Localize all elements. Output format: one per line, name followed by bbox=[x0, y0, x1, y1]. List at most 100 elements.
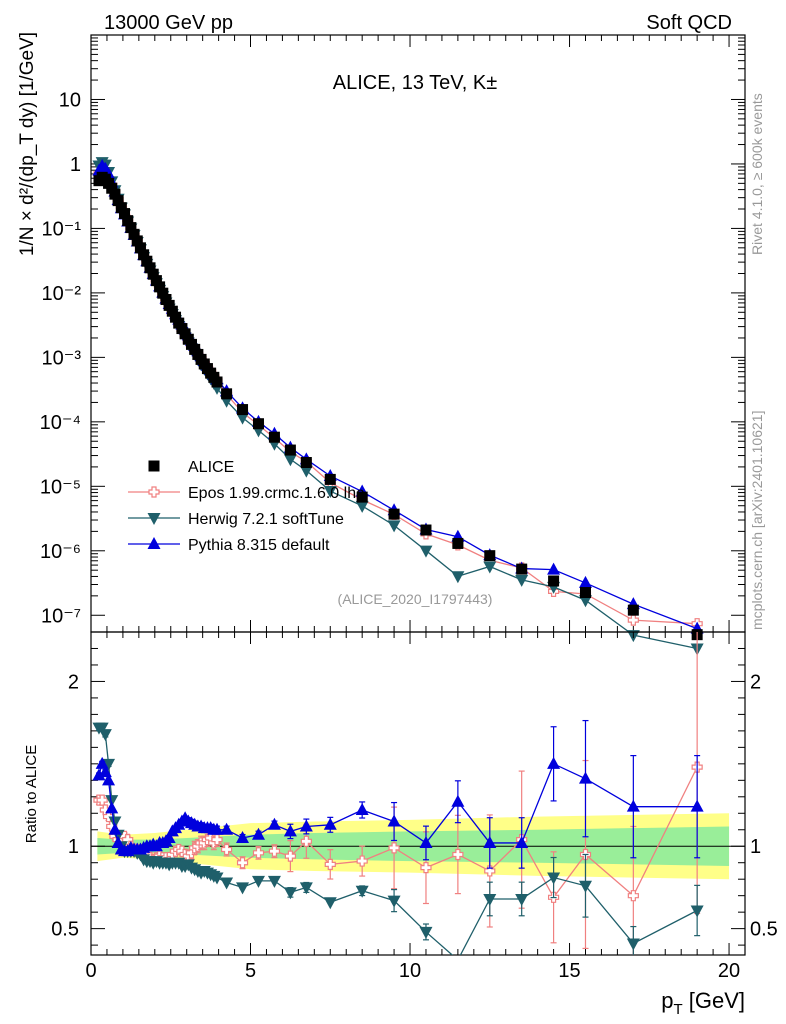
epos-ratio-point bbox=[452, 848, 464, 861]
epos-ratio-point bbox=[356, 855, 368, 867]
herwig-line bbox=[98, 161, 698, 650]
legend-marker bbox=[147, 513, 161, 525]
alice-point bbox=[134, 242, 146, 254]
pythia-point bbox=[578, 575, 592, 588]
legend-label: ALICE bbox=[188, 459, 234, 476]
alice-point bbox=[131, 235, 143, 247]
rivet-label: Rivet 4.1.0, ≥ 600k events bbox=[749, 93, 765, 255]
pythia-ratio-point bbox=[267, 817, 281, 830]
epos-ratio-point bbox=[627, 890, 639, 902]
alice-point bbox=[221, 388, 233, 400]
pythia-ratio-point bbox=[419, 835, 433, 848]
alice-point bbox=[170, 311, 182, 323]
pythia-ratio-point bbox=[108, 822, 122, 835]
epos-line bbox=[98, 169, 698, 625]
alice-point bbox=[112, 195, 124, 207]
alice-point bbox=[324, 473, 336, 485]
herwig-ratio-point bbox=[102, 758, 116, 771]
epos-point bbox=[627, 614, 639, 626]
pythia-ratio-point bbox=[483, 835, 497, 848]
herwig-ratio-point bbox=[483, 893, 497, 906]
pythia-ratio-point bbox=[162, 830, 176, 843]
pythia-ratio-point bbox=[251, 827, 265, 840]
epos-ratio-point bbox=[284, 850, 296, 862]
y-tick-label: 10⁻¹ bbox=[42, 218, 82, 240]
pythia-ratio-point bbox=[451, 794, 465, 807]
ratio-series-group bbox=[92, 632, 704, 955]
ratio-y-tick-label-right: 1 bbox=[750, 836, 761, 858]
epos-ratio-point bbox=[324, 858, 336, 870]
main-panel: 10⁻⁷ 10⁻⁶ 10⁻⁵ 10⁻⁴ 10⁻³ 10⁻² 10⁻¹ 1 10 1/N × d²/… bbox=[17, 32, 746, 656]
ratio-y-tick-label: 2 bbox=[68, 671, 79, 693]
legend-marker bbox=[147, 537, 161, 549]
alice-point bbox=[548, 575, 560, 587]
herwig-point bbox=[483, 561, 497, 574]
y-tick-label: 10⁻⁷ bbox=[41, 605, 81, 627]
plot-title: ALICE, 13 TeV, K± bbox=[333, 72, 497, 94]
pythia-line bbox=[98, 165, 698, 630]
pythia-ratio-point bbox=[515, 835, 529, 848]
alice-point bbox=[138, 249, 150, 261]
alice-point bbox=[122, 215, 134, 227]
legend-label: Herwig 7.2.1 softTune bbox=[188, 511, 344, 528]
alice-point bbox=[163, 299, 175, 311]
y-tick-label: 10⁻⁶ bbox=[40, 541, 81, 563]
y-tick-label: 10⁻² bbox=[42, 283, 82, 305]
alice-point bbox=[118, 208, 130, 220]
y-axis-label: 1/N × d²/(dp_T dy) [1/GeV] bbox=[17, 32, 38, 256]
alice-point bbox=[579, 587, 591, 599]
alice-point bbox=[627, 604, 639, 616]
herwig-ratio-point bbox=[626, 938, 640, 951]
y-tick-label: 10⁻⁵ bbox=[40, 476, 81, 498]
pythia-ratio-point bbox=[387, 814, 401, 827]
x-tick-label: 5 bbox=[245, 960, 256, 982]
herwig-point bbox=[236, 412, 250, 425]
herwig-ratio-point bbox=[95, 722, 109, 735]
epos-ratio-point bbox=[388, 842, 400, 854]
herwig-ratio-point bbox=[236, 882, 250, 895]
x-axis-label: pT [GeV] bbox=[661, 988, 745, 1018]
header-left: 13000 GeV pp bbox=[104, 12, 233, 34]
alice-point bbox=[211, 376, 223, 388]
y-tick-label: 1 bbox=[70, 154, 81, 176]
herwig-point bbox=[355, 500, 369, 513]
alice-point bbox=[109, 188, 121, 200]
herwig-ratio-point bbox=[251, 875, 265, 888]
herwig-point bbox=[299, 465, 313, 478]
y-tick-label: 10⁻⁴ bbox=[40, 412, 81, 434]
alice-point bbox=[356, 491, 368, 503]
herwig-point bbox=[419, 545, 433, 558]
legend: ALICE Epos 1.99.crmc.1.6.0 lhc Herwig 7.2.… bbox=[128, 459, 364, 554]
pythia-point bbox=[547, 562, 561, 575]
epos-ratio-point bbox=[484, 865, 496, 877]
herwig-point bbox=[451, 571, 465, 584]
epos-ratio-point bbox=[420, 862, 432, 874]
herwig-ratio-point bbox=[210, 872, 224, 885]
epos-ratio-point bbox=[300, 835, 312, 847]
herwig-ratio-point bbox=[220, 877, 234, 890]
alice-point bbox=[284, 444, 296, 456]
ratio-y-tick-label-right: 0.5 bbox=[750, 919, 778, 941]
alice-point bbox=[452, 537, 464, 549]
alice-point bbox=[150, 275, 162, 287]
x-tick-label: 15 bbox=[558, 960, 580, 982]
alice-point bbox=[147, 268, 159, 280]
herwig-ratio-point bbox=[299, 882, 313, 895]
herwig-ratio-point bbox=[451, 954, 465, 955]
alice-point bbox=[141, 255, 153, 267]
herwig-point bbox=[283, 454, 297, 467]
pythia-ratio-point bbox=[578, 771, 592, 784]
epos-ratio-point bbox=[252, 847, 265, 859]
pythia-ratio-point bbox=[299, 819, 313, 832]
herwig-ratio-point bbox=[355, 885, 369, 898]
herwig-point bbox=[387, 520, 401, 533]
alice-point bbox=[420, 524, 432, 536]
header-right: Soft QCD bbox=[646, 12, 732, 34]
alice-point bbox=[106, 182, 118, 194]
pythia-ratio-point bbox=[210, 822, 224, 835]
herwig-ratio-point bbox=[105, 795, 119, 808]
alice-point bbox=[115, 202, 127, 214]
pythia-ratio-point bbox=[283, 824, 297, 837]
pythia-ratio-point bbox=[626, 799, 640, 812]
herwig-ratio-point bbox=[323, 897, 337, 910]
